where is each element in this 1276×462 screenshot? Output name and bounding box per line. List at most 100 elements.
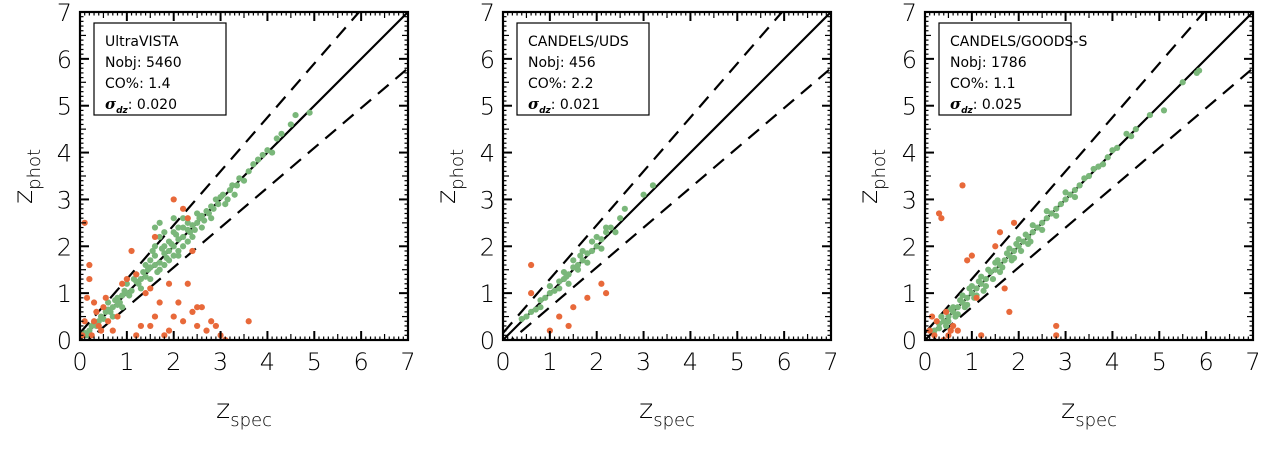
good-point xyxy=(996,268,1004,276)
good-point xyxy=(137,275,145,283)
outlier-point xyxy=(147,322,154,330)
sigma-symbol: σ xyxy=(950,95,962,113)
outlier-point xyxy=(151,313,159,320)
good-point xyxy=(184,238,191,245)
outlier-point xyxy=(1006,308,1013,315)
good-point xyxy=(1043,208,1050,215)
x-tick-label: 5 xyxy=(1152,348,1167,376)
good-point xyxy=(537,304,544,311)
good-point xyxy=(556,278,563,285)
lower-dashed-line xyxy=(931,67,1253,340)
good-point xyxy=(1003,250,1011,257)
x-tick-label: 7 xyxy=(1245,348,1260,376)
legend-name: CANDELS/GOODS-S xyxy=(950,34,1087,50)
legend: CANDELS/UDS Nobj: 456 CO%: 2.2 σdz: 0.021 xyxy=(516,22,650,116)
good-point xyxy=(170,252,177,259)
good-point xyxy=(940,318,947,325)
outlier-point xyxy=(598,280,605,287)
outlier-point xyxy=(565,322,572,330)
good-point xyxy=(226,186,234,194)
good-point xyxy=(151,243,159,250)
y-tick-label: 5 xyxy=(480,93,495,121)
sigma-subscript: dz xyxy=(539,106,551,116)
x-tick-label: 2 xyxy=(589,348,604,376)
one-to-one-line xyxy=(80,12,408,340)
good-point xyxy=(161,250,168,257)
y-tick-label: 7 xyxy=(480,0,495,27)
outlier-point xyxy=(959,182,966,189)
good-point xyxy=(189,233,196,241)
outlier-point xyxy=(175,299,182,306)
outlier-point xyxy=(93,308,100,315)
y-tick-label: 1 xyxy=(902,280,917,308)
good-point xyxy=(563,273,570,280)
y-tick-label: 3 xyxy=(902,186,917,214)
outlier-point xyxy=(97,327,105,334)
good-point xyxy=(973,285,980,292)
outlier-point xyxy=(151,233,159,241)
outlier-point xyxy=(570,304,577,311)
panel-1: 0 1 2 3 4 5 6 701234567zspeczphotUltraVISTANobj… xyxy=(8,0,416,431)
outlier-point xyxy=(90,318,98,325)
good-point xyxy=(179,243,187,250)
good-point xyxy=(102,308,109,315)
good-point xyxy=(273,135,280,142)
y-axis-label-sub: phot xyxy=(24,149,45,190)
outlier-point xyxy=(947,327,954,334)
good-point xyxy=(1057,201,1064,208)
good-point xyxy=(287,121,294,128)
good-point xyxy=(1013,240,1020,248)
good-point xyxy=(128,287,135,294)
outlier-point xyxy=(102,294,109,301)
good-point xyxy=(989,275,997,283)
x-tick-label: 0 xyxy=(917,348,932,376)
good-point xyxy=(107,308,114,315)
y-axis-label: zphot xyxy=(431,149,468,204)
good-point xyxy=(1029,229,1036,236)
x-tick-label: 4 xyxy=(260,348,275,376)
good-point xyxy=(109,304,116,311)
good-point xyxy=(175,247,182,255)
good-point xyxy=(551,287,558,294)
outlier-point xyxy=(954,327,961,334)
good-point xyxy=(528,308,535,315)
good-point xyxy=(1062,196,1069,203)
good-point xyxy=(105,299,112,306)
y-axis-label: zphot xyxy=(853,149,890,204)
good-point xyxy=(1146,111,1154,119)
panel-2: 0 1 2 3 4 5 6 701234567zspeczphotCANDELS/UDSNob… xyxy=(431,0,839,431)
legend-box xyxy=(938,22,1072,116)
outlier-point xyxy=(86,261,93,269)
outlier-point xyxy=(128,247,135,255)
good-point xyxy=(994,257,1001,264)
good-point xyxy=(172,231,180,238)
good-point xyxy=(189,222,196,229)
good-point xyxy=(1043,215,1050,222)
y-tick-label: 0 xyxy=(480,327,495,355)
x-tick-label: 0 xyxy=(495,348,510,376)
good-point xyxy=(607,224,614,231)
good-point xyxy=(1027,238,1034,245)
good-point xyxy=(532,306,539,313)
good-point xyxy=(196,215,203,222)
y-tick-label: 2 xyxy=(902,233,917,261)
outlier-point xyxy=(1053,322,1060,330)
good-point xyxy=(1067,191,1074,198)
good-point xyxy=(978,273,985,280)
good-point xyxy=(1132,126,1139,133)
good-point xyxy=(931,327,938,334)
good-point xyxy=(165,247,173,255)
outlier-point xyxy=(165,280,173,287)
y-tick-label: 6 xyxy=(57,46,72,74)
x-tick-label: 7 xyxy=(400,348,415,376)
legend-nobj: Nobj: 1786 xyxy=(950,55,1027,71)
good-point xyxy=(156,219,163,226)
sigma-value: : 0.021 xyxy=(551,97,600,113)
good-point xyxy=(97,313,105,320)
good-point xyxy=(292,111,299,119)
good-point xyxy=(537,297,544,304)
good-point xyxy=(229,182,236,189)
good-point xyxy=(205,210,212,217)
x-tick-label: 3 xyxy=(213,348,228,376)
good-point xyxy=(1029,222,1036,229)
